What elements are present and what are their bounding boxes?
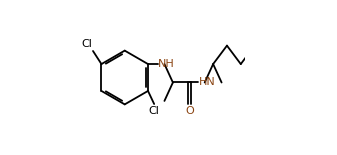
Text: O: O xyxy=(185,106,194,116)
Text: NH: NH xyxy=(158,59,175,69)
Text: Cl: Cl xyxy=(81,39,92,49)
Text: Cl: Cl xyxy=(149,106,160,115)
Text: HN: HN xyxy=(198,78,215,87)
